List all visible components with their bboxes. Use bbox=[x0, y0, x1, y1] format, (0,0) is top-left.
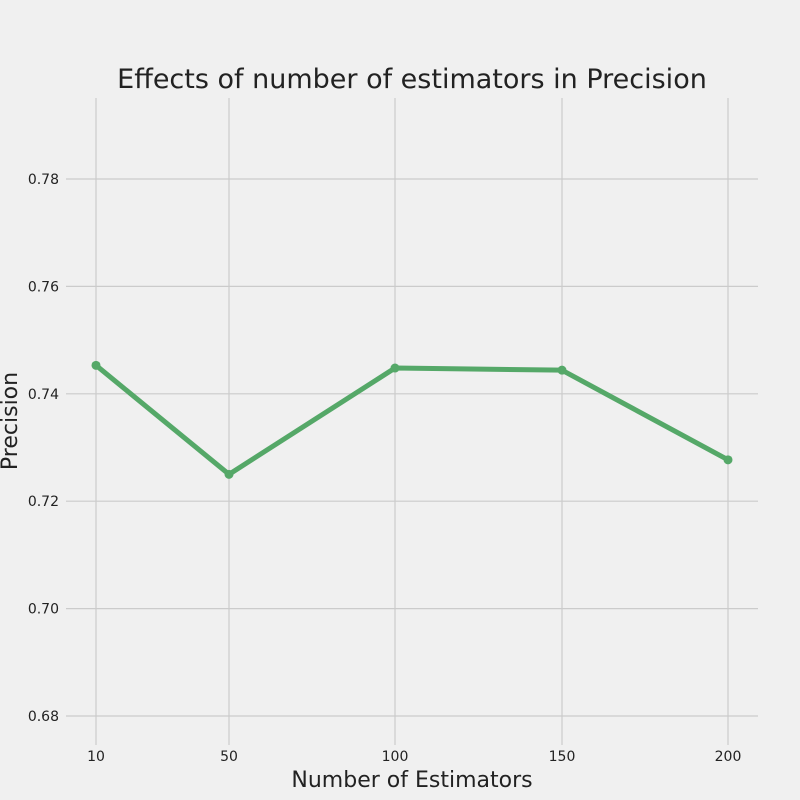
x-tick-label: 200 bbox=[715, 749, 742, 765]
y-tick-label: 0.70 bbox=[28, 602, 59, 618]
y-tick-label: 0.68 bbox=[28, 709, 59, 725]
x-tick-label: 50 bbox=[220, 749, 238, 765]
x-tick-labels: 10 50 100 150 200 bbox=[87, 749, 741, 765]
x-tick-label: 10 bbox=[87, 749, 105, 765]
chart-title: Effects of number of estimators in Preci… bbox=[117, 64, 707, 95]
y-tick-label: 0.78 bbox=[28, 172, 59, 188]
y-tick-labels: 0.68 0.70 0.72 0.74 0.76 0.78 bbox=[28, 172, 59, 725]
data-point bbox=[224, 469, 234, 479]
y-tick-label: 0.74 bbox=[28, 387, 59, 403]
y-tick-label: 0.72 bbox=[28, 494, 59, 510]
data-point bbox=[557, 365, 567, 375]
x-tick-label: 100 bbox=[382, 749, 409, 765]
series-line bbox=[93, 362, 731, 477]
y-axis-label: Precision bbox=[0, 372, 23, 470]
x-axis-label: Number of Estimators bbox=[291, 768, 532, 793]
data-point bbox=[91, 360, 101, 370]
x-tick-label: 150 bbox=[549, 749, 576, 765]
data-point bbox=[723, 455, 733, 465]
x-gridlines bbox=[95, 98, 729, 745]
series-layer bbox=[91, 360, 733, 479]
data-point bbox=[390, 363, 400, 373]
y-gridlines bbox=[66, 178, 758, 717]
y-tick-label: 0.76 bbox=[28, 279, 59, 295]
